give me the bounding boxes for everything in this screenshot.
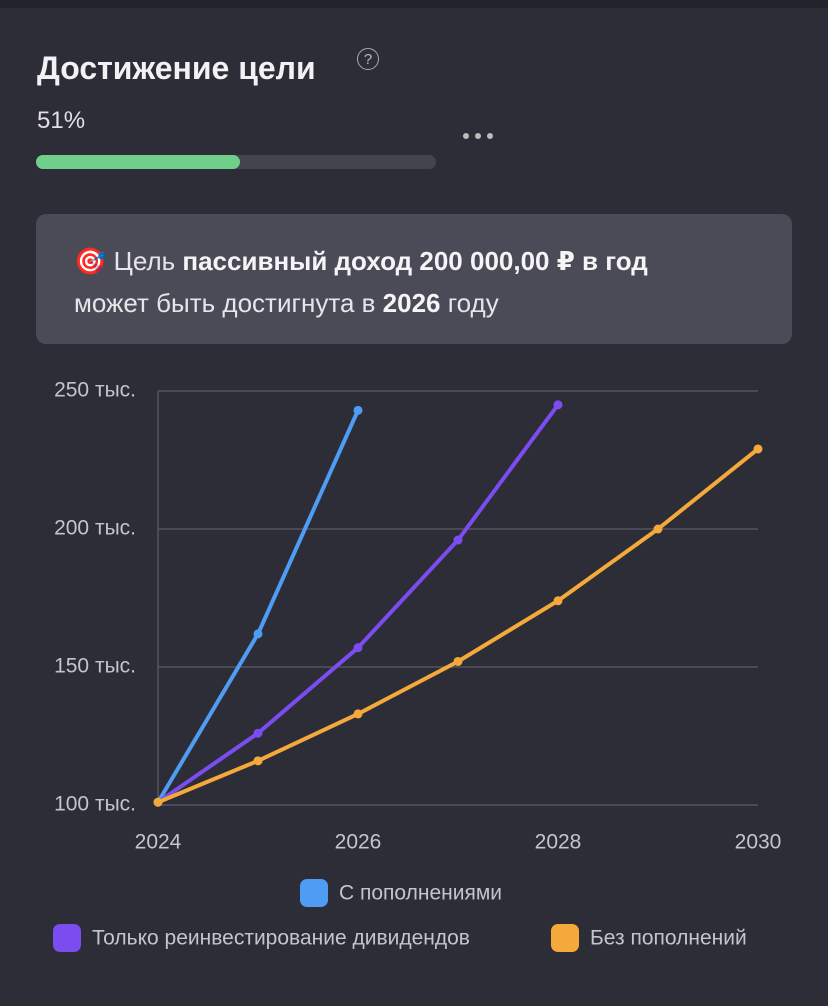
point <box>153 797 163 807</box>
legend-label: Только реинвестирование дивидендов <box>92 927 470 950</box>
title: Достижение цели <box>37 50 316 86</box>
legend-swatch <box>53 924 81 952</box>
point <box>553 400 563 410</box>
more-menu[interactable] <box>460 128 496 144</box>
help-icon[interactable]: ? <box>357 48 379 70</box>
point <box>253 756 263 766</box>
y-tick-label: 200 тыс. <box>54 517 136 540</box>
point <box>653 524 663 534</box>
text: Цель <box>113 246 176 276</box>
x-tick-label: 2030 <box>735 831 782 854</box>
series-line <box>156 408 360 805</box>
year: 2026 <box>382 288 441 318</box>
y-tick-label: 100 тыс. <box>54 793 136 816</box>
legend-label: С пополнениями <box>339 882 502 905</box>
x-tick-label: 2026 <box>335 831 382 854</box>
point <box>353 643 363 653</box>
progress-track <box>36 155 436 169</box>
point <box>253 728 263 738</box>
legend-label: Без пополнений <box>590 927 747 950</box>
progress-fill <box>36 155 240 169</box>
point <box>353 405 363 415</box>
x-tick-label: 2024 <box>135 831 182 854</box>
point <box>553 596 563 606</box>
goal-banner: 🎯 Цель пассивный доход 200 000,00 ₽ в го… <box>36 214 792 344</box>
y-tick-label: 250 тыс. <box>54 379 136 402</box>
point <box>453 535 463 545</box>
x-tick-label: 2028 <box>535 831 582 854</box>
legend-swatch <box>551 924 579 952</box>
point <box>753 444 763 454</box>
chart: 100 тыс. 150 тыс. 200 тыс. 250 тыс. 2024 2026… <box>53 379 782 952</box>
series-line <box>156 402 560 805</box>
icon: 🎯 <box>74 246 107 276</box>
legend-swatch <box>300 879 328 907</box>
text: году <box>447 288 499 318</box>
y-tick-label: 150 тыс. <box>54 655 136 678</box>
top-strip <box>0 0 828 8</box>
text: может быть достигнута в <box>74 288 376 318</box>
point <box>453 656 463 666</box>
progress-label: 51% <box>37 107 86 134</box>
series-line <box>156 446 760 805</box>
point <box>353 709 363 719</box>
goal: пассивный доход 200 000,00 ₽ в год <box>182 246 648 276</box>
point <box>253 629 263 639</box>
